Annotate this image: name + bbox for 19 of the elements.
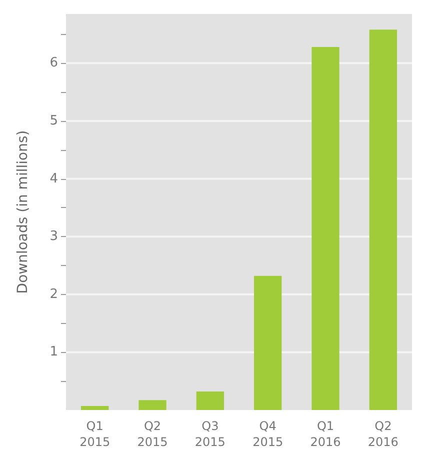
x-tick-label: Q1 2016 (310, 419, 341, 449)
x-tick-label: Q3 2015 (194, 419, 226, 449)
x-tick-label: Q2 2016 (368, 419, 398, 449)
bar (80, 406, 109, 410)
bar (312, 46, 340, 410)
x-tick-label: Q1 2015 (80, 419, 110, 449)
bar (254, 276, 282, 410)
bar (196, 392, 224, 410)
y-axis-title: Downloads (in millions) (15, 130, 31, 294)
bar (138, 400, 166, 410)
y-tick-label: 6 (50, 56, 58, 71)
x-tick-label: Q2 2015 (137, 419, 168, 449)
y-tick-label: 1 (50, 344, 58, 360)
bar (369, 30, 398, 410)
y-tick-label: 2 (50, 286, 58, 302)
y-tick-label: 5 (50, 113, 58, 128)
y-tick-label: 4 (50, 171, 58, 186)
y-tick-label: 3 (50, 229, 58, 244)
x-tick-label: Q4 2015 (252, 419, 284, 449)
